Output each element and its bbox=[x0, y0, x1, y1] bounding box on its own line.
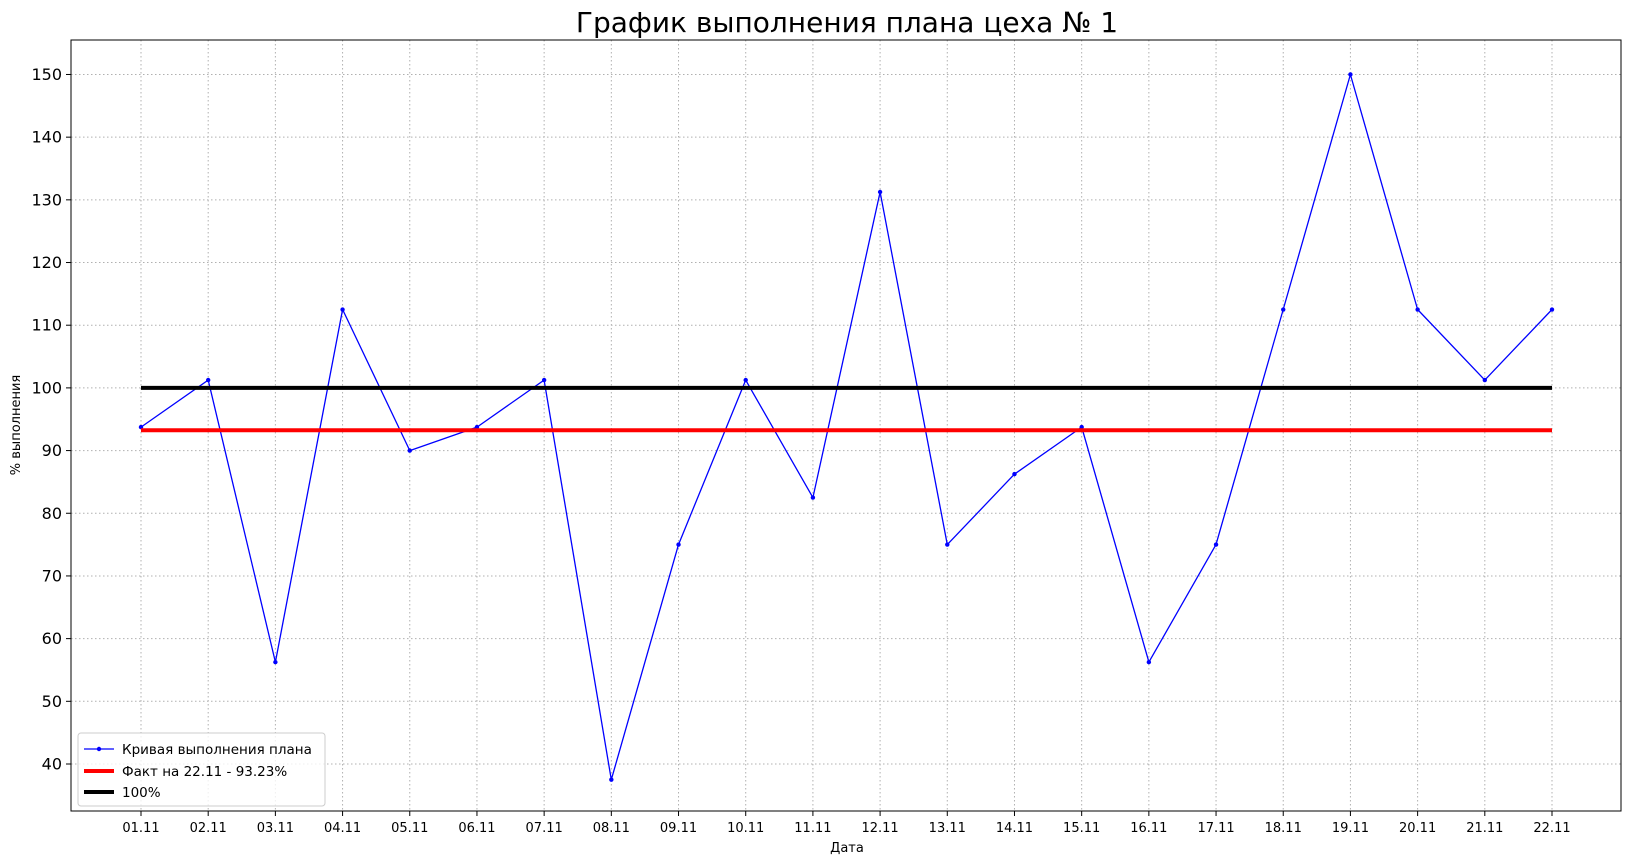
data-point bbox=[810, 495, 816, 500]
x-tick-label: 18.11 bbox=[1265, 821, 1302, 836]
x-tick-label: 14.11 bbox=[996, 821, 1033, 836]
data-point bbox=[1549, 307, 1555, 312]
legend: Кривая выполнения плана Факт на 22.11 - … bbox=[77, 732, 326, 807]
y-tick-label: 130 bbox=[31, 190, 62, 209]
legend-marker-dot-series-1 bbox=[96, 746, 102, 752]
data-point bbox=[340, 307, 345, 312]
legend-box bbox=[77, 732, 326, 807]
legend-label-series-2: Факт на 22.11 - 93.23% bbox=[122, 764, 287, 780]
x-tick-label: 11.11 bbox=[794, 821, 831, 836]
data-point bbox=[474, 424, 480, 430]
chart-title: График выполнения плана цеха № 1 bbox=[576, 6, 1118, 39]
series-layer bbox=[138, 72, 1555, 782]
data-point bbox=[877, 189, 883, 195]
x-tick-label: 17.11 bbox=[1197, 821, 1234, 836]
data-point bbox=[138, 424, 144, 430]
data-point bbox=[1415, 307, 1420, 312]
data-point bbox=[407, 448, 412, 453]
data-point bbox=[609, 777, 614, 782]
x-tick-label: 03.11 bbox=[257, 821, 294, 836]
legend-label-series-3: 100% bbox=[122, 785, 161, 801]
x-axis-ticks: 01.11 02.11 03.11 04.11 05.11 06.11 07.11 08.11… bbox=[122, 811, 1571, 836]
x-tick-label: 21.11 bbox=[1466, 821, 1503, 836]
data-point bbox=[1012, 471, 1017, 477]
data-point bbox=[1281, 307, 1286, 312]
y-tick-label: 50 bbox=[42, 692, 62, 711]
y-tick-label: 60 bbox=[42, 629, 62, 648]
data-point bbox=[205, 377, 211, 383]
x-tick-label: 15.11 bbox=[1063, 821, 1100, 836]
x-tick-label: 19.11 bbox=[1332, 821, 1369, 836]
x-tick-label: 05.11 bbox=[391, 821, 428, 836]
x-tick-label: 12.11 bbox=[861, 821, 898, 836]
y-tick-label: 140 bbox=[31, 128, 62, 147]
x-tick-label: 08.11 bbox=[593, 821, 630, 836]
x-tick-label: 09.11 bbox=[660, 821, 697, 836]
y-tick-label: 120 bbox=[31, 253, 62, 272]
y-tick-label: 100 bbox=[31, 378, 62, 397]
y-tick-label: 150 bbox=[31, 65, 62, 84]
x-tick-label: 20.11 bbox=[1399, 821, 1436, 836]
y-axis-ticks: 40 50 60 70 80 90 100 110 120 130 140 150 bbox=[31, 65, 71, 773]
plot-frame bbox=[70, 39, 1622, 812]
y-axis-label: % выполнения bbox=[9, 375, 24, 475]
data-point bbox=[1348, 72, 1353, 77]
data-point bbox=[1482, 377, 1488, 383]
data-point bbox=[1213, 542, 1219, 547]
x-tick-label: 07.11 bbox=[526, 821, 563, 836]
x-tick-label: 13.11 bbox=[929, 821, 966, 836]
data-point bbox=[945, 542, 950, 547]
data-point bbox=[743, 377, 748, 383]
y-tick-label: 90 bbox=[42, 441, 62, 460]
x-tick-label: 10.11 bbox=[727, 821, 764, 836]
grid bbox=[71, 40, 1621, 811]
x-tick-label: 16.11 bbox=[1130, 821, 1167, 836]
x-tick-label: 22.11 bbox=[1533, 821, 1570, 836]
y-tick-label: 40 bbox=[42, 754, 62, 773]
data-point bbox=[676, 542, 681, 547]
data-point bbox=[1146, 659, 1152, 665]
y-tick-label: 110 bbox=[31, 316, 62, 335]
data-point bbox=[1079, 424, 1084, 430]
x-tick-label: 04.11 bbox=[324, 821, 361, 836]
y-tick-label: 70 bbox=[42, 566, 62, 585]
x-tick-label: 01.11 bbox=[122, 821, 159, 836]
y-tick-label: 80 bbox=[42, 504, 62, 523]
series-line-1 bbox=[140, 73, 1553, 781]
x-tick-label: 06.11 bbox=[458, 821, 495, 836]
x-tick-label: 02.11 bbox=[190, 821, 227, 836]
data-point bbox=[541, 377, 547, 383]
data-point bbox=[273, 659, 278, 665]
legend-label-series-1: Кривая выполнения плана bbox=[122, 742, 312, 758]
x-axis-label: Дата bbox=[830, 841, 864, 856]
